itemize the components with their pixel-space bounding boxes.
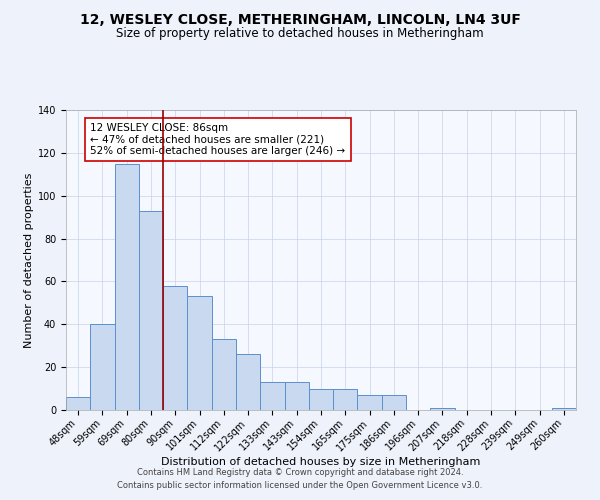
Text: Contains HM Land Registry data © Crown copyright and database right 2024.: Contains HM Land Registry data © Crown c… — [137, 468, 463, 477]
Bar — [358, 395, 382, 410]
Bar — [212, 340, 236, 410]
Bar — [333, 388, 358, 410]
Bar — [139, 210, 163, 410]
Bar — [90, 324, 115, 410]
X-axis label: Distribution of detached houses by size in Metheringham: Distribution of detached houses by size … — [161, 456, 481, 466]
Y-axis label: Number of detached properties: Number of detached properties — [23, 172, 34, 348]
Text: Size of property relative to detached houses in Metheringham: Size of property relative to detached ho… — [116, 28, 484, 40]
Bar — [309, 388, 333, 410]
Bar — [163, 286, 187, 410]
Bar — [260, 382, 284, 410]
Bar — [382, 395, 406, 410]
Bar — [66, 397, 90, 410]
Bar — [187, 296, 212, 410]
Bar — [430, 408, 455, 410]
Bar — [552, 408, 576, 410]
Bar — [284, 382, 309, 410]
Text: 12 WESLEY CLOSE: 86sqm
← 47% of detached houses are smaller (221)
52% of semi-de: 12 WESLEY CLOSE: 86sqm ← 47% of detached… — [90, 123, 346, 156]
Text: Contains public sector information licensed under the Open Government Licence v3: Contains public sector information licen… — [118, 482, 482, 490]
Bar — [115, 164, 139, 410]
Text: 12, WESLEY CLOSE, METHERINGHAM, LINCOLN, LN4 3UF: 12, WESLEY CLOSE, METHERINGHAM, LINCOLN,… — [80, 12, 520, 26]
Bar — [236, 354, 260, 410]
